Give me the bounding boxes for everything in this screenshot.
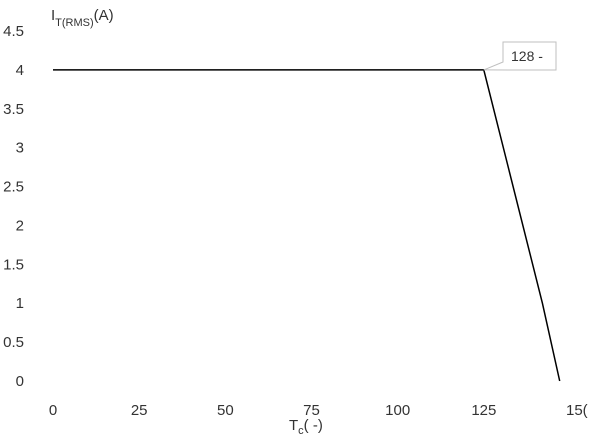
x-axis-label-unit: ( -) [304,417,323,434]
y-tick-label: 1.5 [3,256,24,273]
x-tick-label: 75 [303,402,320,419]
x-tick-label: 100 [385,402,410,419]
y-tick-label: 0.5 [3,334,24,351]
y-axis-label-unit: (A) [94,7,114,24]
x-tick-label: 15( [566,402,588,419]
y-axis-label-main: I [51,7,55,24]
x-axis-label: Tc( -) [289,417,323,437]
data-callout: 128 - [483,41,557,71]
y-tick-label: 2 [16,217,24,234]
x-tick-label: 0 [49,402,57,419]
y-tick-label: 4.5 [3,23,24,40]
y-tick-label: 1 [16,295,24,312]
y-tick-labels: 0 0.5 1 1.5 2 2.5 3 3.5 4 4.5 [3,23,24,390]
y-tick-label: 4 [16,62,24,79]
x-axis-label-main: T [289,417,298,434]
x-tick-labels: 0 25 50 75 100 125 15( [49,402,588,419]
x-tick-label: 125 [471,402,496,419]
callout-label: 128 - [511,48,543,64]
y-axis-label: IT(RMS)(A) [51,7,114,29]
x-tick-label: 25 [131,402,148,419]
y-tick-label: 0 [16,373,24,390]
x-tick-label: 50 [217,402,234,419]
y-tick-label: 2.5 [3,179,24,196]
callout-box [483,41,557,71]
x-axis-label-sub: c [298,425,304,437]
y-axis-label-sub: T(RMS) [55,17,94,29]
y-tick-label: 3 [16,140,24,157]
y-tick-label: 3.5 [3,101,24,118]
series-line [53,69,561,382]
